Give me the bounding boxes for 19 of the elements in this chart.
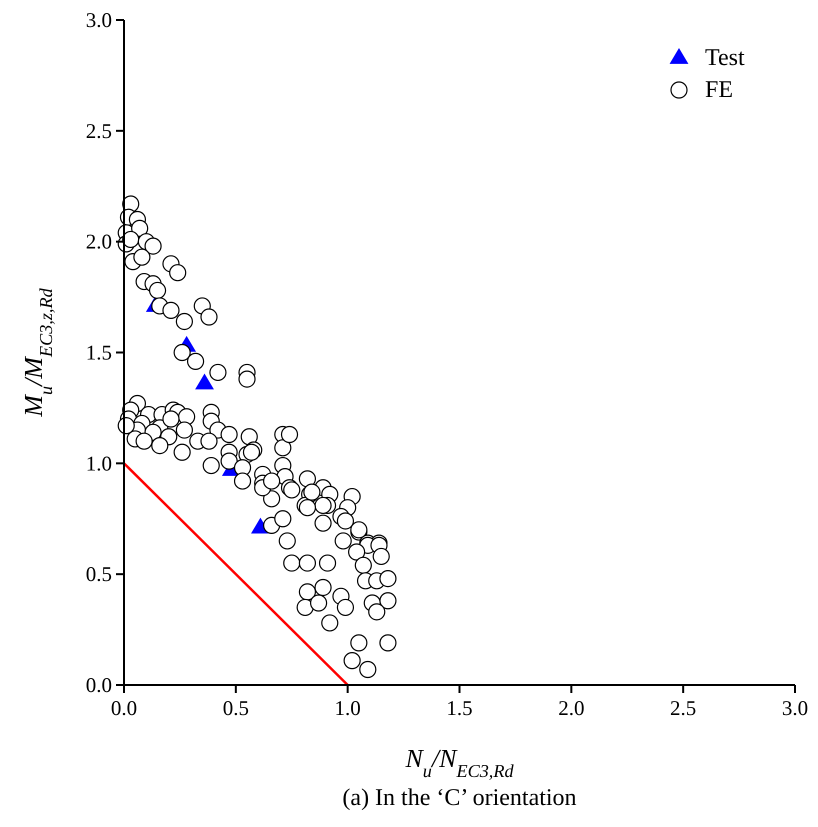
x-tick-label: 1.0 xyxy=(334,696,361,720)
x-tick-label: 3.0 xyxy=(782,696,808,720)
x-tick-label: 1.5 xyxy=(446,696,473,720)
y-tick-label: 2.0 xyxy=(86,230,112,254)
text: (a) In the ‘C’ orientation xyxy=(342,785,577,811)
point xyxy=(195,374,214,390)
x-tick-label: 0.5 xyxy=(222,696,249,720)
x-axis-title: N$_{u}$/N$_{EC3,Rd}$ xyxy=(404,744,514,781)
legend-label: FE xyxy=(705,77,734,103)
y-tick-label: 1.5 xyxy=(86,340,112,364)
y-tick-label: 3.0 xyxy=(86,8,112,32)
legend-label: Test xyxy=(705,45,745,71)
y-tick-label: 2.5 xyxy=(86,118,112,143)
x-tick-label: 2.5 xyxy=(670,696,696,720)
x-tick-label: 0.0 xyxy=(110,696,138,720)
y-tick-label: 1.0 xyxy=(86,451,112,476)
y-tick-label: 0.0 xyxy=(86,673,112,697)
y-tick-label: 0.5 xyxy=(86,562,112,586)
x-tick-label: 2.0 xyxy=(558,696,584,720)
